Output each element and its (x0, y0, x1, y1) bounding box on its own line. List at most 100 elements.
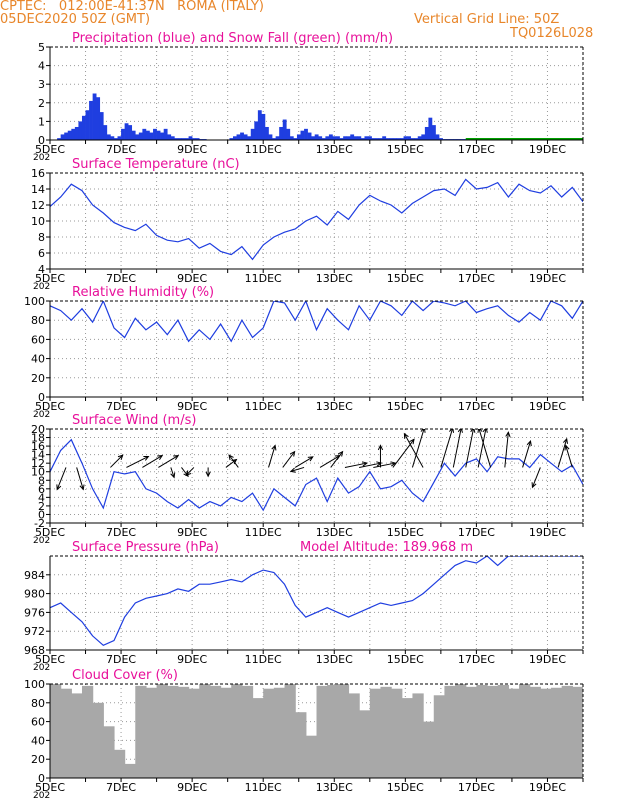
wind-arrow-head (307, 456, 314, 462)
precip-bar (131, 130, 136, 140)
cloud-bar (583, 722, 594, 778)
wind-arrow (330, 451, 343, 468)
precip-bar (232, 136, 237, 140)
x-tick-label: 9DEC (177, 143, 207, 156)
wind-arrow-head (449, 429, 455, 433)
precip-bar (311, 136, 316, 140)
precip-bar (99, 112, 104, 140)
cloud-bar (519, 684, 531, 778)
wind-arrow (344, 462, 368, 468)
panel-title: Surface Pressure (hPa) (72, 540, 219, 555)
x-tick-label: 9DEC (177, 400, 207, 413)
wind-arrow-head (482, 429, 488, 433)
precip-bar (261, 113, 266, 140)
precip-bar (264, 126, 269, 140)
wind-arrow (170, 467, 175, 478)
precip-bar (160, 132, 165, 140)
year-label: 202 (33, 663, 50, 673)
cloud-bar (156, 684, 168, 778)
cloud-bar (551, 687, 563, 778)
precip-bar (243, 134, 248, 140)
x-tick-label: 19DEC (529, 400, 566, 413)
precip-bar (296, 134, 301, 140)
x-tick-label: 13DEC (316, 143, 353, 156)
wind-arrow (158, 455, 179, 468)
header-grid-note: Vertical Grid Line: 50Z (414, 12, 560, 27)
cloud-bar (273, 687, 286, 778)
wind-arrow-head (79, 484, 85, 491)
y-tick-label: 60 (31, 333, 45, 346)
x-tick-label: 13DEC (316, 526, 353, 539)
precip-bar (110, 136, 115, 140)
precip-bar (353, 136, 358, 140)
cloud-bar (316, 685, 328, 778)
cloud-bar (113, 749, 126, 778)
precip-bar (192, 138, 196, 140)
precip-bar (81, 115, 86, 140)
precip-bar (289, 136, 294, 140)
precip-bar (149, 132, 154, 140)
x-tick-label: 19DEC (529, 653, 566, 666)
precip-bar (229, 138, 234, 140)
cloud-bar (465, 686, 477, 778)
x-tick-label: 17DEC (458, 781, 495, 794)
precip-bar (336, 136, 340, 140)
precip-bar (304, 128, 308, 140)
precip-bar (145, 130, 150, 140)
y-tick-label: 980 (24, 588, 45, 601)
cloud-bar (81, 685, 94, 778)
cloud-bar (135, 685, 147, 778)
x-tick-label: 7DEC (106, 781, 136, 794)
panel-title: Relative Humidity (%) (72, 285, 214, 300)
cloud-bar (455, 684, 467, 778)
wind-arrow-head (376, 461, 383, 467)
wind-arrow (228, 454, 239, 468)
y-tick-label: 4 (38, 60, 45, 73)
y-tick-label: 984 (24, 569, 45, 582)
x-tick-label: 19DEC (529, 781, 566, 794)
precip-bar (321, 138, 326, 140)
cloud-bar (380, 686, 392, 778)
precip-bar (254, 121, 259, 140)
precip-bar (314, 134, 319, 140)
cloud-bar (50, 684, 62, 778)
cloud-bar (145, 687, 158, 778)
precip-bar (181, 138, 186, 140)
precip-bar (307, 132, 312, 140)
precip-bar (240, 132, 244, 140)
cloud-bar (391, 688, 403, 778)
wind-arrow-head (564, 444, 570, 451)
precip-bar (124, 123, 129, 140)
precip-bar (156, 130, 161, 140)
precip-bar (268, 134, 273, 140)
cloud-bar (199, 684, 211, 778)
cloud-bar (295, 712, 307, 778)
precip-bar (414, 138, 419, 140)
precip-bar (92, 93, 97, 140)
wind-arrow-head (173, 454, 180, 461)
cloud-bar (348, 693, 360, 778)
x-tick-label: 5DEC (35, 272, 65, 285)
x-tick-label: 15DEC (387, 526, 424, 539)
precip-bar (360, 138, 365, 140)
wind-arrow-head (477, 429, 483, 433)
precip-bar (421, 134, 426, 140)
year-label: 202 (33, 791, 50, 800)
cloud-bar (167, 685, 179, 778)
panel-humidity (46, 300, 584, 401)
y-tick-label: 1 (38, 115, 45, 128)
x-tick-label: 13DEC (316, 781, 353, 794)
precip-bar (247, 136, 252, 140)
precip-bar (371, 138, 376, 140)
precip-bar (57, 138, 61, 140)
cloud-bar (572, 686, 583, 778)
precip-bar (138, 132, 143, 140)
x-tick-label: 9DEC (177, 653, 207, 666)
precip-bar (174, 138, 179, 140)
wind-arrow (440, 429, 453, 468)
y-tick-label: 976 (24, 606, 45, 619)
y-tick-label: 60 (31, 716, 45, 729)
y-tick-label: 10 (31, 466, 45, 479)
precip-bar (60, 134, 65, 140)
x-tick-label: 11DEC (245, 272, 282, 285)
